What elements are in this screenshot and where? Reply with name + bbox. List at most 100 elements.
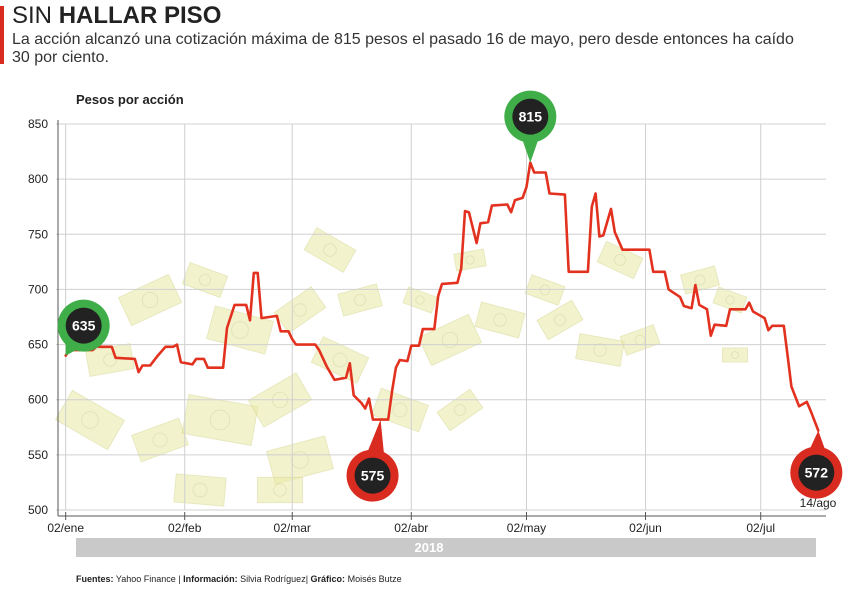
bill-seal [141,291,159,309]
bill-seal [271,391,289,409]
bill-body [712,286,748,314]
bill-body [524,274,566,306]
bill-body [417,313,483,367]
money-bill-icon [436,388,484,432]
bill-seal [453,403,467,417]
money-bill-icon [474,301,526,339]
year-label: 2018 [415,540,444,555]
bill-seal [209,409,231,431]
bill-body [453,248,487,272]
y-tick-label: 600 [28,393,48,407]
money-bill-icon [266,435,334,485]
money-bill-icon [273,286,327,334]
sources-label: Fuentes: [76,574,114,584]
x-tick-label: 02/may [507,521,546,535]
bill-body [474,301,526,339]
marker-value-label: 575 [361,468,385,484]
x-tick-label: 02/abr [394,521,428,535]
money-bill-icon [722,347,748,363]
money-bill-icon [371,387,429,433]
marker-core [65,307,102,344]
chart-markers: 635 575 815 572 14/ago [57,90,843,510]
money-bill-icon [310,336,370,384]
bill-seal [441,331,459,349]
bill-seal [553,313,567,327]
bill-seal [694,274,706,286]
marker-core [512,98,549,135]
bill-body [436,388,484,432]
bill-body [402,286,438,314]
bill-body [619,324,661,356]
bill-seal [323,243,337,257]
x-tick-label: 02/feb [168,521,202,535]
end-date-label: 14/ago [800,496,837,510]
y-tick-label: 650 [28,338,48,352]
accent-bar [0,6,4,64]
bill-seal [231,321,249,339]
bill-body [257,476,303,504]
bill-body [266,435,334,485]
bill-body [310,336,370,384]
money-bill-icon [303,227,357,273]
money-bill-icon [206,305,274,355]
info-value: Silvia Rodríguez [240,574,306,584]
subtitle: La acción alcanzó una cotización máxima … [12,31,794,66]
money-bill-icon [337,283,383,317]
title-light: SIN [12,2,53,29]
bill-seal [353,293,367,307]
bill-seal [593,343,607,357]
bill-body [54,389,126,451]
bill-seal [81,411,99,429]
title-bold: HALLAR PISO [58,2,222,29]
y-tick-label: 500 [28,503,48,517]
bill-body [273,286,327,334]
money-bill-icon [257,476,303,504]
bill-seal [273,483,287,497]
y-tick-label: 750 [28,227,48,241]
x-tick-label: 02/ene [47,521,84,535]
marker-pointer [521,136,540,163]
marker-value-label: 815 [519,109,543,125]
sources-value: Yahoo Finance [115,574,176,584]
bill-seal [332,352,348,368]
bill-seal [392,402,408,418]
page-title: SIN HALLAR PISO [12,2,221,30]
price-line [64,161,820,432]
bill-seal [293,303,307,317]
graphic-label: Gráfico: [310,574,346,584]
bill-seal [539,284,551,296]
value-marker: 815 [504,90,557,163]
money-bill-icon [181,261,229,299]
bill-seal [198,273,212,287]
sep-2: | [305,574,309,584]
money-bill-icon [173,473,227,507]
bill-body [337,283,383,317]
year-band [76,538,816,557]
money-bill-icon [417,313,483,367]
y-axis-title: Pesos por acción [76,92,184,107]
x-tick-label: 02/jun [629,521,662,535]
money-bill-icon [54,389,126,451]
x-tick-label: 02/mar [274,521,311,535]
marker-value-label: 572 [805,465,829,481]
money-bill-icon [679,265,721,295]
bill-seal [415,295,425,305]
credits: Fuentes: Yahoo Finance | Información: Si… [76,574,402,584]
money-bill-icon [524,274,566,306]
money-bill-icon [536,299,584,341]
marker-value-label: 635 [72,318,96,334]
x-tick-label: 02/jul [746,521,775,535]
bill-body [173,473,227,507]
marker-core [354,457,391,494]
money-bill-icon [402,286,438,314]
value-marker: 572 [790,430,843,499]
bill-seal [613,253,627,267]
sep-1: | [178,574,181,584]
chart-axes: 02/ene 02/feb 02/mar 02/abr 02/may 02/jun 02/j… [47,120,826,557]
bill-body [303,227,357,273]
info-label: Información: [183,574,238,584]
bill-seal [152,432,168,448]
money-bill-icon [619,324,661,356]
bill-seal [192,482,208,498]
